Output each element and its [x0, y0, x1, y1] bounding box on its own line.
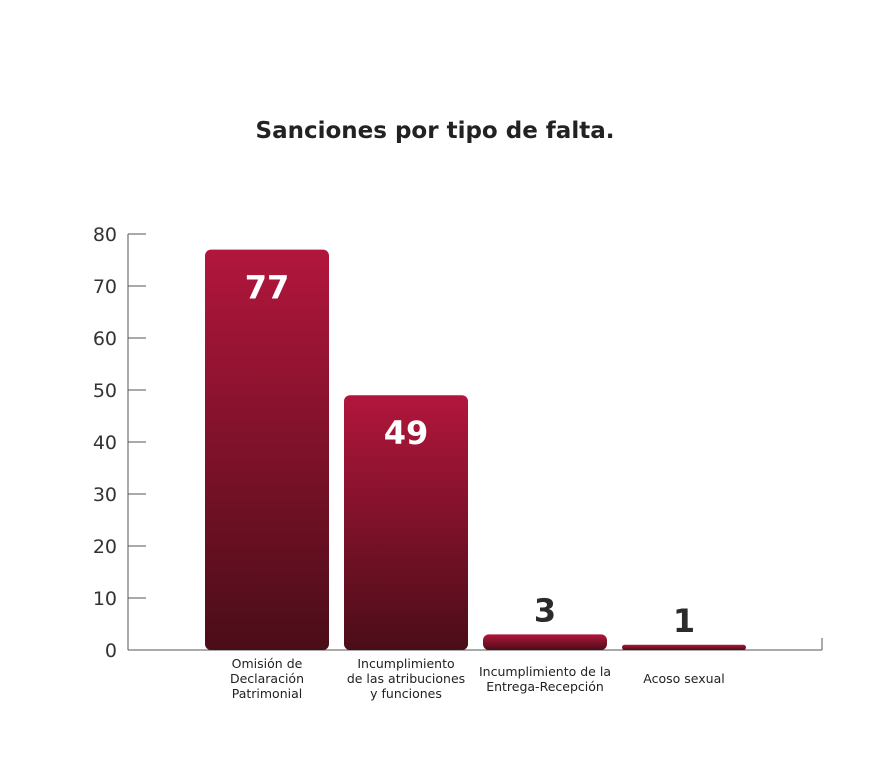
- bar-value-label: 1: [673, 602, 695, 640]
- y-tick-label: 20: [93, 536, 117, 558]
- y-tick-label: 80: [93, 224, 117, 246]
- x-category-label-line: Entrega-Recepción: [486, 679, 604, 694]
- x-category-label: Omisión de Declaración Patrimonial: [230, 656, 304, 701]
- y-axis: 0 10 20 30 40 50 60 70 80: [93, 224, 146, 662]
- x-category-label-line: Acoso sexual: [643, 671, 724, 686]
- x-category-label-line: Incumplimiento de la: [479, 664, 611, 679]
- bar: [622, 644, 746, 650]
- y-tick-label: 0: [105, 640, 117, 662]
- x-category-label-line: de las atribuciones: [347, 671, 465, 686]
- y-tick-label: 10: [93, 588, 117, 610]
- x-category-label-line: Patrimonial: [232, 686, 303, 701]
- bar: [483, 634, 607, 650]
- x-category-label: Incumplimiento de la Entrega-Recepción: [479, 664, 611, 694]
- bar-value-label: 77: [245, 269, 290, 307]
- category-labels: Omisión de Declaración Patrimonial Incumpli…: [230, 656, 725, 701]
- chart-title: Sanciones por tipo de falta.: [255, 118, 615, 144]
- bars: 77 49 3 1: [205, 249, 746, 650]
- y-tick-label: 60: [93, 328, 117, 350]
- y-tick-label: 40: [93, 432, 117, 454]
- bar: [205, 249, 329, 650]
- x-category-label-line: y funciones: [370, 686, 442, 701]
- bar-value-label: 3: [534, 591, 556, 629]
- x-category-label: Incumplimiento de las atribuciones y funci…: [347, 656, 465, 701]
- x-category-label-line: Declaración: [230, 671, 304, 686]
- y-tick-label: 50: [93, 380, 117, 402]
- x-category-label: Acoso sexual: [643, 671, 724, 686]
- bar: [344, 395, 468, 650]
- bar-value-label: 49: [384, 414, 429, 452]
- x-category-label-line: Incumplimiento: [357, 656, 454, 671]
- y-tick-label: 30: [93, 484, 117, 506]
- y-tick-label: 70: [93, 276, 117, 298]
- x-category-label-line: Omisión de: [232, 656, 303, 671]
